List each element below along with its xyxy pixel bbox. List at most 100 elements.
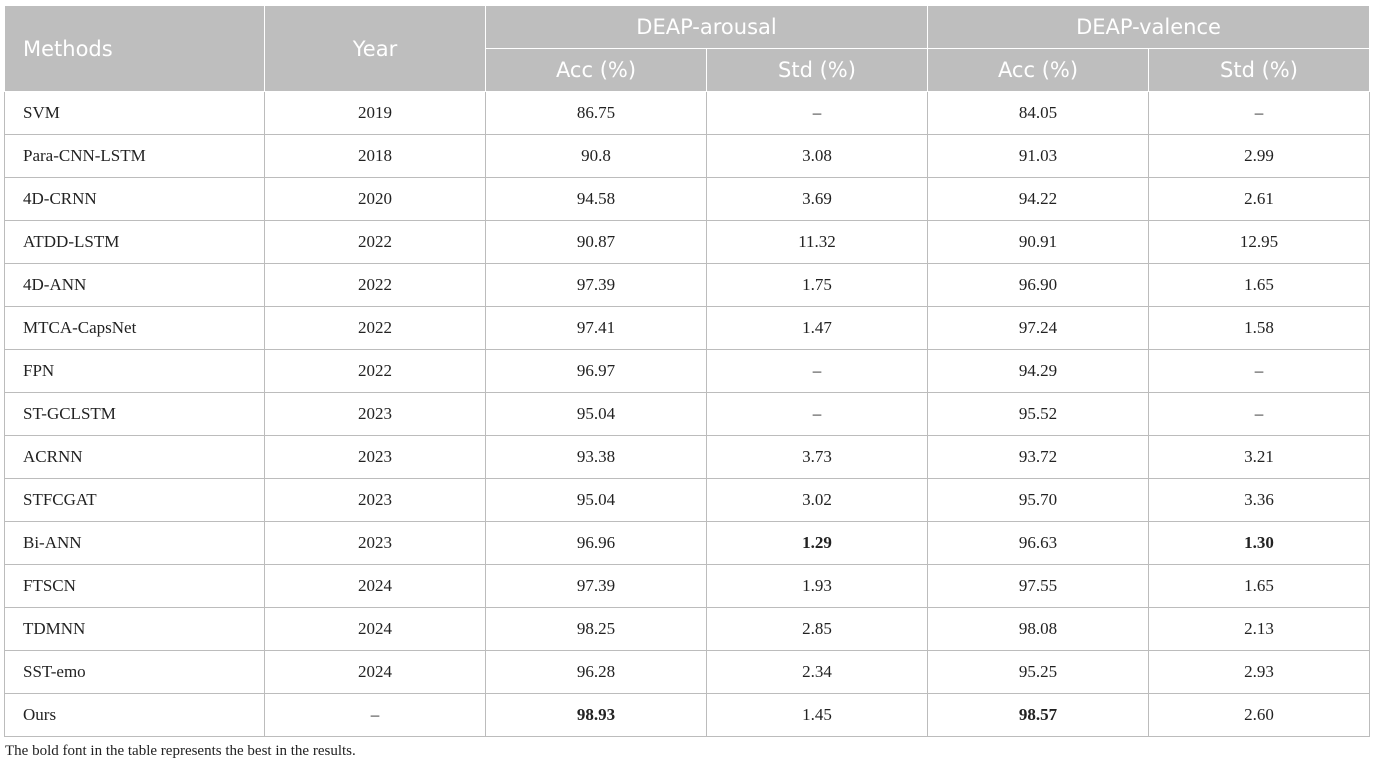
arousal-acc-cell: 97.39 (485, 263, 707, 307)
valence-std-cell: 2.93 (1147, 650, 1371, 694)
valence-std-cell: 2.99 (1147, 134, 1371, 178)
arousal-std-cell: 2.85 (706, 607, 928, 651)
header-arousal-std: Std (%) (706, 48, 928, 92)
table-header: Methods Year DEAP-arousal DEAP-valence A… (4, 5, 1371, 92)
arousal-acc-cell: 86.75 (485, 91, 707, 135)
arousal-acc-cell: 98.25 (485, 607, 707, 651)
valence-acc-cell: 95.70 (927, 478, 1149, 522)
header-year: Year (264, 5, 486, 92)
arousal-acc-cell: 93.38 (485, 435, 707, 479)
method-cell: FTSCN (4, 564, 265, 608)
method-cell: 4D-ANN (4, 263, 265, 307)
arousal-std-cell: 3.08 (706, 134, 928, 178)
header-valence-std: Std (%) (1147, 48, 1371, 92)
valence-acc-cell: 93.72 (927, 435, 1149, 479)
arousal-acc-cell: 96.96 (485, 521, 707, 565)
table-footnote: The bold font in the table represents th… (5, 743, 356, 759)
year-cell: 2023 (264, 392, 486, 436)
valence-acc-cell: 95.25 (927, 650, 1149, 694)
valence-acc-cell: 97.24 (927, 306, 1149, 350)
valence-std-cell: 3.21 (1147, 435, 1371, 479)
header-valence-acc: Acc (%) (927, 48, 1149, 92)
arousal-acc-cell: 95.04 (485, 392, 707, 436)
table-row: ATDD-LSTM 2022 90.87 11.32 90.91 12.95 (4, 220, 1371, 264)
arousal-acc-cell: 90.8 (485, 134, 707, 178)
valence-acc-cell: 84.05 (927, 91, 1149, 135)
valence-acc-cell: 90.91 (927, 220, 1149, 264)
valence-acc-cell: 98.08 (927, 607, 1149, 651)
method-cell: Para-CNN-LSTM (4, 134, 265, 178)
table-body: SVM 2019 86.75–84.05– Para-CNN-LSTM 2018 90.8… (4, 91, 1371, 737)
valence-acc-cell: 98.57 (927, 693, 1149, 737)
valence-acc-cell: 91.03 (927, 134, 1149, 178)
header-deap-arousal: DEAP-arousal (485, 5, 928, 49)
arousal-std-cell: 3.02 (706, 478, 928, 522)
table-row: SVM 2019 86.75–84.05– (4, 91, 1371, 135)
valence-std-cell: 3.36 (1147, 478, 1371, 522)
valence-acc-cell: 96.90 (927, 263, 1149, 307)
arousal-acc-cell: 96.28 (485, 650, 707, 694)
method-cell: FPN (4, 349, 265, 393)
method-cell: Ours (4, 693, 265, 737)
valence-std-cell: 1.58 (1147, 306, 1371, 350)
arousal-acc-cell: 94.58 (485, 177, 707, 221)
valence-std-cell: 1.65 (1147, 263, 1371, 307)
arousal-std-cell: – (706, 91, 928, 135)
valence-std-cell: 1.30 (1147, 521, 1371, 565)
results-table: Methods Year DEAP-arousal DEAP-valence A… (4, 5, 1371, 737)
valence-acc-cell: 94.22 (927, 177, 1149, 221)
valence-std-cell: 2.61 (1147, 177, 1371, 221)
arousal-std-cell: – (706, 392, 928, 436)
table-row: ACRNN 2023 93.38 3.73 93.72 3.21 (4, 435, 1371, 479)
arousal-std-cell: 1.75 (706, 263, 928, 307)
year-cell: 2024 (264, 564, 486, 608)
valence-std-cell: 1.65 (1147, 564, 1371, 608)
arousal-acc-cell: 98.93 (485, 693, 707, 737)
valence-std-cell: 2.13 (1147, 607, 1371, 651)
arousal-std-cell: 1.29 (706, 521, 928, 565)
method-cell: Bi-ANN (4, 521, 265, 565)
arousal-acc-cell: 96.97 (485, 349, 707, 393)
arousal-acc-cell: 95.04 (485, 478, 707, 522)
method-cell: SST-emo (4, 650, 265, 694)
year-cell: 2022 (264, 306, 486, 350)
year-cell: 2022 (264, 220, 486, 264)
year-cell: 2023 (264, 435, 486, 479)
valence-std-cell: 12.95 (1147, 220, 1371, 264)
method-cell: SVM (4, 91, 265, 135)
table-row: Bi-ANN 2023 96.96 1.29 96.63 1.30 (4, 521, 1371, 565)
arousal-std-cell: 2.34 (706, 650, 928, 694)
table-row: FPN 2022 96.97–94.29– (4, 349, 1371, 393)
valence-acc-cell: 97.55 (927, 564, 1149, 608)
arousal-std-cell: 1.45 (706, 693, 928, 737)
method-cell: MTCA-CapsNet (4, 306, 265, 350)
method-cell: TDMNN (4, 607, 265, 651)
method-cell: ST-GCLSTM (4, 392, 265, 436)
year-cell: 2020 (264, 177, 486, 221)
year-cell: 2018 (264, 134, 486, 178)
method-cell: 4D-CRNN (4, 177, 265, 221)
table-row: Ours –98.93 1.45 98.57 2.60 (4, 693, 1371, 737)
table-row: MTCA-CapsNet 2022 97.41 1.47 97.24 1.58 (4, 306, 1371, 350)
year-cell: 2022 (264, 349, 486, 393)
table-row: Para-CNN-LSTM 2018 90.8 3.08 91.03 2.99 (4, 134, 1371, 178)
valence-acc-cell: 94.29 (927, 349, 1149, 393)
header-deap-valence: DEAP-valence (926, 5, 1371, 49)
valence-acc-cell: 95.52 (927, 392, 1149, 436)
arousal-std-cell: 3.69 (706, 177, 928, 221)
table-row: 4D-ANN 2022 97.39 1.75 96.90 1.65 (4, 263, 1371, 307)
year-cell: 2022 (264, 263, 486, 307)
arousal-acc-cell: 97.39 (485, 564, 707, 608)
valence-std-cell: 2.60 (1147, 693, 1371, 737)
header-arousal-acc: Acc (%) (485, 48, 707, 92)
year-cell: – (264, 693, 486, 737)
year-cell: 2023 (264, 521, 486, 565)
arousal-std-cell: – (706, 349, 928, 393)
valence-acc-cell: 96.63 (927, 521, 1149, 565)
table-row: TDMNN 2024 98.25 2.85 98.08 2.13 (4, 607, 1371, 651)
table-row: ST-GCLSTM 2023 95.04–95.52– (4, 392, 1371, 436)
method-cell: ATDD-LSTM (4, 220, 265, 264)
year-cell: 2019 (264, 91, 486, 135)
arousal-acc-cell: 97.41 (485, 306, 707, 350)
method-cell: STFCGAT (4, 478, 265, 522)
